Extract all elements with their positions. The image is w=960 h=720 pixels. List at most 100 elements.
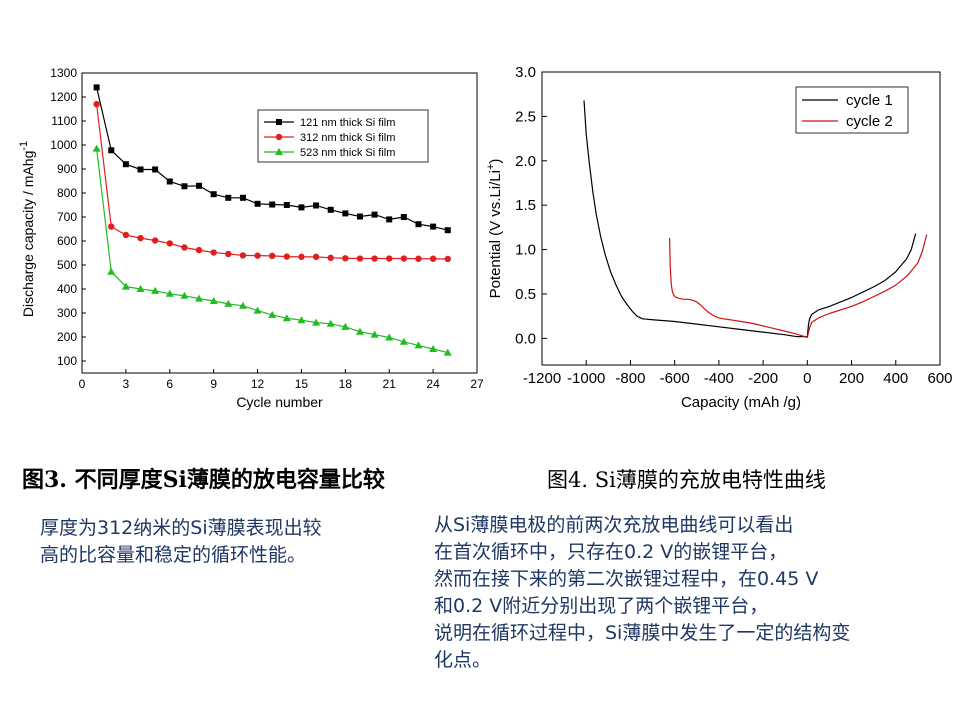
legend-label: 523 nm thick Si film bbox=[300, 147, 395, 159]
data-point bbox=[180, 291, 189, 299]
data-point bbox=[444, 227, 451, 234]
data-point bbox=[151, 286, 160, 294]
description-line: 化点。 bbox=[434, 649, 492, 671]
data-point bbox=[429, 255, 437, 262]
data-point bbox=[93, 101, 100, 108]
y-tick-label: 1200 bbox=[50, 90, 77, 104]
data-point bbox=[238, 301, 247, 309]
y-tick-label: 1000 bbox=[50, 138, 77, 152]
y-tick-label: 1.0 bbox=[515, 242, 536, 259]
data-point bbox=[414, 341, 423, 349]
x-tick-label: -200 bbox=[748, 370, 778, 387]
y-axis-label: Potential (V vs.Li/Li+) bbox=[485, 159, 504, 299]
data-point bbox=[399, 337, 408, 345]
y-tick-label: 0.0 bbox=[515, 330, 536, 347]
y-tick-label: 800 bbox=[57, 186, 77, 200]
y-tick-label: 0.5 bbox=[515, 286, 536, 303]
x-tick-label: 0 bbox=[79, 377, 86, 391]
data-point bbox=[253, 306, 262, 314]
legend-marker bbox=[276, 119, 282, 125]
data-point bbox=[209, 297, 218, 304]
data-point bbox=[136, 285, 145, 292]
y-tick-label: 100 bbox=[57, 354, 77, 368]
x-tick-label: 27 bbox=[470, 377, 484, 391]
legend-box bbox=[257, 109, 429, 163]
data-point bbox=[181, 244, 188, 251]
data-point bbox=[283, 202, 290, 208]
x-tick-label: 15 bbox=[295, 377, 309, 391]
y-tick-label: 1100 bbox=[51, 114, 77, 128]
legend-marker bbox=[275, 148, 283, 155]
data-point bbox=[444, 255, 451, 263]
discharge-capacity-chart-svg: 0 3 6 9 12 15 18 21 24 27 100 200 300 400 500 600 700 800… bbox=[18, 66, 484, 410]
data-point bbox=[326, 319, 335, 327]
data-point bbox=[356, 255, 364, 262]
y-tick-label: 700 bbox=[57, 210, 77, 224]
data-point bbox=[385, 333, 394, 341]
data-point bbox=[268, 310, 277, 318]
y-tick-label: 1300 bbox=[50, 66, 77, 80]
data-point bbox=[122, 231, 130, 239]
data-point bbox=[430, 223, 437, 230]
data-point bbox=[327, 206, 334, 213]
data-point bbox=[400, 214, 407, 220]
data-point bbox=[386, 255, 393, 262]
x-tick-label: 600 bbox=[927, 370, 952, 387]
data-point bbox=[371, 211, 378, 218]
data-point bbox=[225, 194, 232, 201]
data-point bbox=[312, 253, 320, 261]
data-point bbox=[254, 252, 261, 259]
y-axis-label-end: ) bbox=[487, 159, 504, 164]
data-point bbox=[400, 255, 408, 262]
figure-4-caption: 图4. Si薄膜的充放电特性曲线 bbox=[547, 468, 826, 492]
data-point bbox=[224, 299, 233, 307]
data-point bbox=[341, 322, 350, 330]
data-point bbox=[443, 348, 452, 356]
data-point bbox=[108, 223, 115, 230]
data-point bbox=[196, 182, 203, 189]
figure-4-description: 从Si薄膜电极的前两次充放电曲线可以看出 在首次循环中，只存在0.2 V的嵌锂平… bbox=[434, 512, 954, 674]
data-point bbox=[370, 330, 379, 338]
data-point bbox=[415, 221, 422, 228]
data-point bbox=[210, 191, 217, 198]
y-axis-label-superscript: + bbox=[485, 164, 497, 170]
data-point bbox=[121, 282, 130, 290]
x-tick-label: 24 bbox=[426, 377, 440, 391]
data-point bbox=[268, 252, 276, 260]
plot-frame bbox=[81, 72, 478, 374]
discharge-capacity-chart: 0 3 6 9 12 15 18 21 24 27 100 200 300 400 500 600 700 800… bbox=[0, 60, 495, 420]
y-tick-label: 1.5 bbox=[515, 197, 536, 214]
description-line: 在首次循环中，只存在0.2 V的嵌锂平台， bbox=[434, 541, 788, 563]
x-tick-label: -800 bbox=[615, 370, 645, 387]
x-tick-label: 12 bbox=[251, 377, 265, 391]
y-tick-label: 2.0 bbox=[515, 153, 536, 170]
figure-3-description: 厚度为312纳米的Si薄膜表现出较 高的比容量和稳定的循环性能。 bbox=[40, 515, 420, 569]
x-tick-label: -600 bbox=[660, 370, 690, 387]
data-point bbox=[298, 253, 305, 261]
charge-discharge-curve-chart-svg: -1200 -1000 -800 -600 -400 -200 0 200 400 600 0.0 0… bbox=[485, 64, 953, 411]
x-tick-label: 3 bbox=[123, 377, 130, 391]
y-tick-label: 400 bbox=[57, 282, 77, 296]
description-line: 厚度为312纳米的Si薄膜表现出较 bbox=[40, 517, 322, 539]
data-point bbox=[356, 213, 363, 220]
data-point bbox=[355, 327, 364, 335]
data-point bbox=[269, 201, 276, 208]
y-axis-label-superscript: -1 bbox=[18, 141, 30, 151]
data-point bbox=[195, 246, 203, 254]
data-point bbox=[210, 249, 217, 256]
data-point bbox=[137, 234, 144, 242]
x-tick-label: 400 bbox=[883, 370, 908, 387]
y-tick-label: 500 bbox=[57, 258, 77, 272]
data-point bbox=[313, 202, 320, 209]
x-tick-label: 18 bbox=[339, 377, 353, 391]
data-point bbox=[166, 240, 173, 247]
data-point bbox=[342, 210, 349, 217]
legend-label: cycle 2 bbox=[846, 113, 893, 130]
legend-label: cycle 1 bbox=[846, 92, 893, 109]
data-point bbox=[342, 255, 349, 262]
data-point bbox=[312, 318, 321, 326]
description-line: 从Si薄膜电极的前两次充放电曲线可以看出 bbox=[434, 514, 794, 536]
data-point bbox=[93, 84, 100, 91]
data-point bbox=[137, 166, 144, 173]
data-point bbox=[225, 250, 232, 258]
